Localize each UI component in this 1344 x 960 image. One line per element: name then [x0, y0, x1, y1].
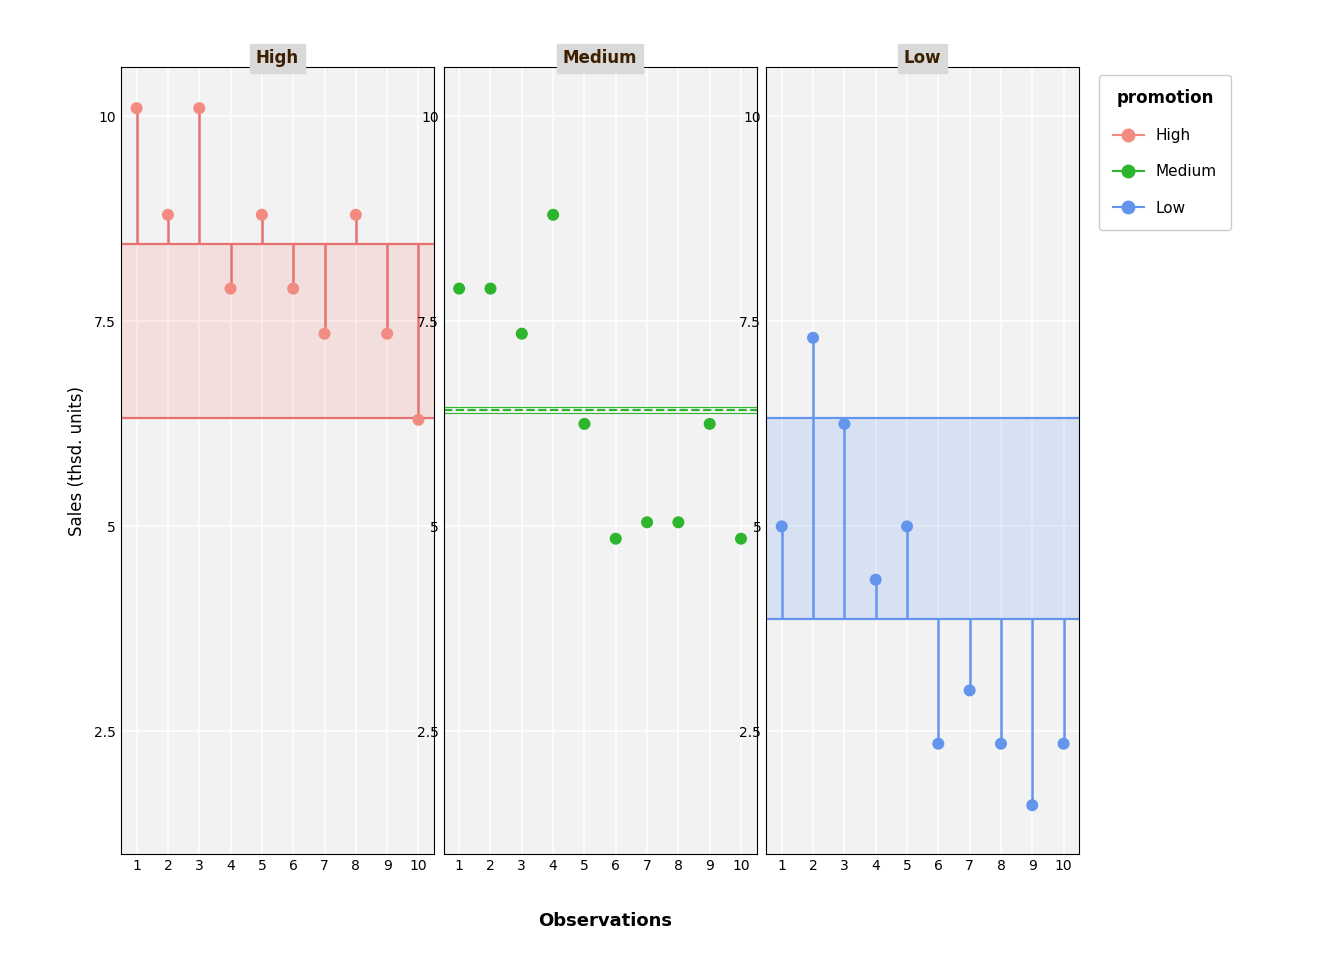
Text: Observations: Observations: [538, 912, 672, 930]
Point: [313, 326, 335, 342]
Y-axis label: Sales (thsd. units): Sales (thsd. units): [69, 386, 86, 536]
Title: Low: Low: [905, 49, 941, 67]
Point: [958, 683, 980, 698]
Point: [771, 518, 793, 534]
Point: [376, 326, 398, 342]
Title: High: High: [255, 49, 300, 67]
Point: [605, 531, 626, 546]
Point: [282, 281, 304, 297]
Point: [345, 207, 367, 223]
Point: [220, 281, 242, 297]
Point: [511, 326, 532, 342]
Point: [668, 515, 689, 530]
Point: [927, 736, 949, 752]
Point: [449, 281, 470, 297]
Point: [636, 515, 657, 530]
Point: [833, 417, 855, 432]
Point: [1021, 798, 1043, 813]
Point: [574, 417, 595, 432]
Point: [699, 417, 720, 432]
Bar: [121, 244, 434, 419]
Point: [188, 101, 210, 116]
Point: [802, 330, 824, 346]
Point: [543, 207, 564, 223]
Point: [126, 101, 148, 116]
Bar: [766, 419, 1079, 619]
Point: [730, 531, 751, 546]
Point: [991, 736, 1012, 752]
Point: [896, 518, 918, 534]
Legend: High, Medium, Low: High, Medium, Low: [1099, 75, 1231, 229]
Point: [251, 207, 273, 223]
Point: [866, 572, 887, 588]
Point: [1052, 736, 1074, 752]
Point: [480, 281, 501, 297]
Point: [157, 207, 179, 223]
Title: Medium: Medium: [563, 49, 637, 67]
Point: [407, 412, 429, 427]
